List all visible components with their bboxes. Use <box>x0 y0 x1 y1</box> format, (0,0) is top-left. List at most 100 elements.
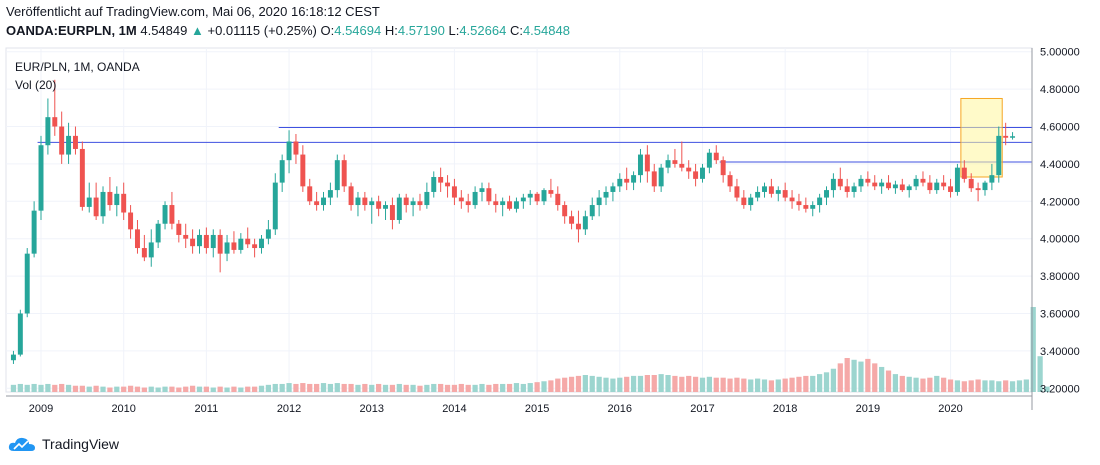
candle-body <box>321 197 326 206</box>
volume-bar <box>458 383 464 392</box>
axes: 5.00000 4.80000 4.60000 4.40000 4.20000 4.000… <box>6 47 1080 415</box>
candle-body <box>617 178 623 187</box>
candle-body <box>541 190 547 202</box>
volume-bar <box>665 375 671 392</box>
candle-body <box>575 223 581 230</box>
candle-body <box>259 238 264 249</box>
volume-bar <box>810 375 816 392</box>
x-tick-label: 2016 <box>608 403 632 415</box>
candle-body <box>383 205 389 209</box>
volume-bar <box>775 379 781 392</box>
candle-body <box>293 141 299 155</box>
volume-bar <box>589 375 595 392</box>
candle-body <box>651 171 657 187</box>
candle-body <box>637 154 643 176</box>
candle-body <box>438 177 444 183</box>
volume-bar <box>10 384 17 392</box>
volume-bar <box>844 358 850 392</box>
volume-bar <box>672 375 678 392</box>
candle-body <box>851 186 857 192</box>
candle-body <box>128 212 134 230</box>
candle-body <box>500 201 506 206</box>
volume-bar <box>189 385 196 392</box>
candle-body <box>548 190 554 194</box>
candle-body <box>431 177 437 192</box>
volume-bar <box>382 384 389 392</box>
candle-body <box>10 354 16 361</box>
volume-bar <box>279 383 285 392</box>
candle-body <box>713 152 719 161</box>
volume-bar <box>734 377 740 392</box>
candle-body <box>66 135 72 155</box>
volume-bar <box>355 384 361 392</box>
volume-bar <box>52 384 58 392</box>
volume-bar <box>768 380 775 392</box>
volume-bar <box>251 386 258 392</box>
volume-bar <box>45 383 51 392</box>
volume-bar <box>417 385 423 392</box>
candle-body <box>555 193 561 206</box>
candle-body <box>982 182 988 191</box>
candle-body <box>334 160 340 191</box>
candle-body <box>996 135 1002 176</box>
candle-body <box>872 182 878 187</box>
volume-bar <box>341 383 347 392</box>
volume-bar <box>17 383 23 392</box>
candle-body <box>252 244 258 249</box>
highlight-box <box>960 97 1003 178</box>
volume-bar <box>630 375 637 392</box>
candle-body <box>892 184 898 189</box>
candle-body <box>562 205 568 217</box>
volume-bar <box>1044 386 1050 392</box>
candle-body <box>389 205 395 220</box>
volume-bar <box>603 377 609 392</box>
volume-bar <box>65 384 72 392</box>
candle-body <box>679 163 685 168</box>
volume-bar <box>238 387 244 392</box>
y-tick-label: 3.40000 <box>1040 346 1080 358</box>
candle-body <box>396 197 402 220</box>
candle-body <box>327 190 333 198</box>
volume-bar <box>224 387 230 392</box>
x-tick-label: 2009 <box>29 403 53 415</box>
candle-body <box>989 175 995 183</box>
candle-body <box>348 186 354 206</box>
candle-body <box>100 191 106 217</box>
volume-bar <box>169 386 175 392</box>
candle-body <box>920 178 926 183</box>
candle-body <box>472 191 478 206</box>
grid <box>5 47 1033 393</box>
footer-brand[interactable]: TradingView <box>8 436 119 452</box>
open-label: O: <box>320 23 335 38</box>
volume-bar <box>679 376 685 392</box>
volume-bar <box>1023 379 1029 392</box>
volume-bar <box>155 387 161 392</box>
y-tick-label: 3.20000 <box>1040 383 1080 395</box>
x-tick-label: 2013 <box>360 403 384 415</box>
candle-body <box>913 178 919 187</box>
candle-body <box>693 171 699 179</box>
volume-bar <box>424 384 430 392</box>
candle-body <box>796 201 802 206</box>
x-tick-label: 2018 <box>773 403 797 415</box>
volume-bar <box>141 387 147 392</box>
candle-body <box>582 216 588 230</box>
volume-bar <box>617 377 623 392</box>
volume-bar <box>307 383 313 392</box>
x-tick-label: 2017 <box>690 403 714 415</box>
candle-body <box>624 178 630 183</box>
x-tick-label: 2010 <box>111 403 135 415</box>
tradingview-cloud-icon <box>8 437 35 451</box>
candle-body <box>458 197 464 202</box>
volume-bar <box>38 384 44 392</box>
volume-bar <box>451 384 458 392</box>
candle-body <box>886 182 892 189</box>
price-chart[interactable]: 5.00000 4.80000 4.60000 4.40000 4.20000 4.000… <box>0 42 1100 430</box>
candle-body <box>610 186 616 192</box>
volume-bar <box>348 383 354 392</box>
candle-body <box>817 197 823 206</box>
candle-body <box>748 197 754 206</box>
candle-body <box>286 141 292 161</box>
open-value: 4.54694 <box>334 23 382 38</box>
candle-body <box>114 193 120 206</box>
